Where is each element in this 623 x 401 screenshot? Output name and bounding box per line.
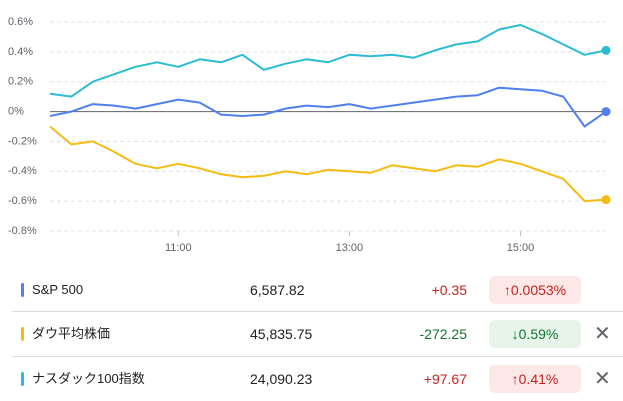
quote-percent: ↑0.41%: [489, 365, 581, 393]
y-tick-label: -0.4%: [8, 165, 37, 177]
series-color: [21, 283, 24, 297]
x-tick-label: 13:00: [336, 242, 364, 254]
percent-text: 0.0053%: [510, 282, 567, 298]
remove-button[interactable]: ✕: [594, 323, 611, 345]
quote-name: ダウ平均株価: [32, 326, 111, 341]
series-line: [49, 125, 607, 203]
quote-change: +0.35: [431, 282, 467, 298]
quote-change: +97.67: [423, 371, 467, 387]
quote-price: 45,835.75: [250, 326, 313, 342]
percent-text: 0.41%: [518, 371, 559, 387]
quote-row: ナスダック100指数 24,090.23 +97.67 ↑0.41% ✕: [0, 357, 623, 401]
quote-row: S&P 500 6,587.82 +0.35 ↑0.0053%: [0, 268, 623, 312]
row-separator: [12, 356, 623, 357]
row-separator: [12, 311, 623, 312]
x-tick-label: 11:00: [165, 242, 192, 254]
quote-percent: ↑0.0053%: [489, 276, 581, 304]
y-tick-label: 0.4%: [8, 46, 33, 58]
series-line: [49, 86, 607, 128]
y-tick-label: -0.8%: [8, 225, 37, 237]
y-tick-label: -0.6%: [8, 195, 37, 207]
end-dot: [601, 45, 611, 55]
quote-row: ダウ平均株価 45,835.75 -272.25 ↓0.59% ✕: [0, 312, 623, 356]
remove-button[interactable]: ✕: [594, 368, 611, 390]
series-color: [21, 327, 24, 341]
series-line: [49, 24, 607, 98]
quote-name: ナスダック100指数: [32, 371, 145, 386]
quote-name: S&P 500: [32, 282, 84, 297]
direction-arrow: ↑: [511, 371, 519, 387]
y-tick-label: -0.2%: [8, 135, 37, 147]
end-dot: [601, 107, 611, 117]
quote-price: 24,090.23: [250, 371, 313, 387]
percent-text: 0.59%: [518, 326, 559, 342]
y-tick-label: 0%: [8, 105, 24, 117]
chart: -0.8% -0.6% -0.4% -0.2% 0% 0.2% 0.4% 0.6% 11:00 1…: [8, 16, 611, 254]
quote-percent: ↓0.59%: [489, 320, 581, 348]
direction-arrow: ↑: [503, 282, 511, 298]
y-tick-label: 0.6%: [8, 16, 33, 28]
quote-change: -272.25: [419, 326, 467, 342]
series-color: [21, 372, 24, 386]
direction-arrow: ↓: [511, 326, 519, 342]
quote-price: 6,587.82: [250, 282, 305, 298]
y-tick-label: 0.2%: [8, 76, 33, 88]
end-dot: [601, 195, 611, 205]
x-tick-label: 15:00: [507, 242, 535, 254]
